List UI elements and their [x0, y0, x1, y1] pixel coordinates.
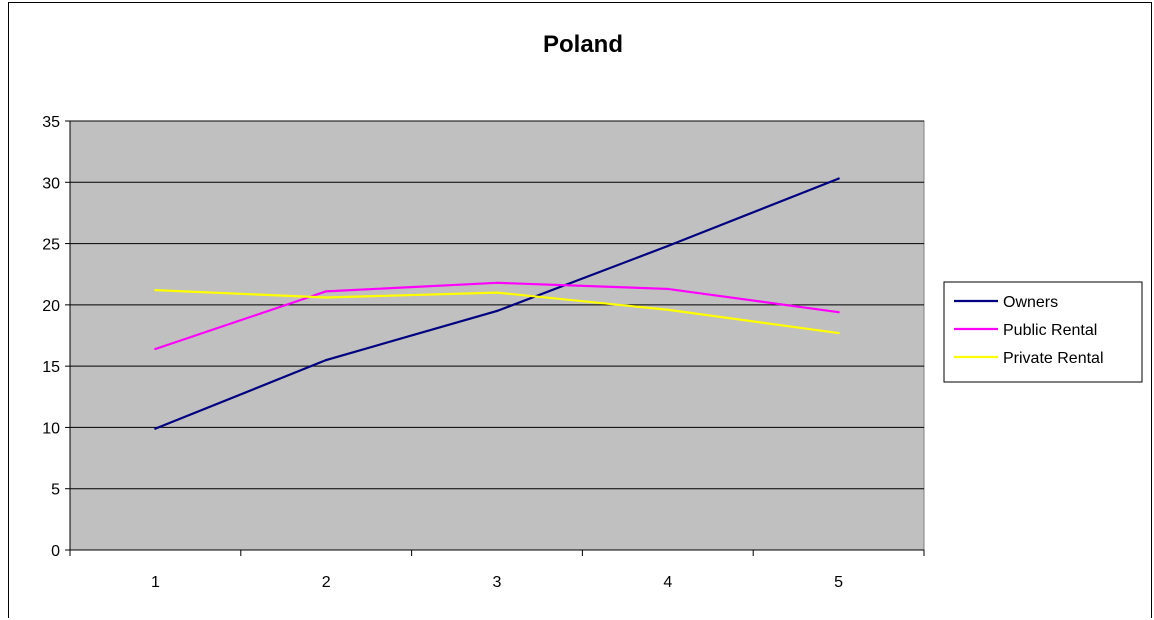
data-point	[154, 288, 157, 292]
legend-label: Private Rental	[1003, 350, 1104, 367]
y-tick-label: 5	[51, 482, 60, 499]
data-point	[495, 309, 499, 313]
data-point	[495, 291, 499, 294]
x-tick-label: 5	[834, 574, 843, 591]
y-tick-label: 25	[42, 237, 60, 254]
data-point	[837, 311, 840, 314]
y-tick-label: 15	[42, 359, 60, 376]
legend: Owners Public Rental Private Rental	[943, 281, 1143, 383]
data-point	[154, 347, 157, 351]
plot-background	[69, 120, 925, 551]
data-point	[666, 287, 669, 291]
y-tick-label: 30	[42, 175, 60, 192]
data-point	[325, 358, 328, 362]
data-point	[495, 281, 499, 284]
data-point	[154, 427, 157, 430]
y-tick-label: 0	[51, 543, 60, 560]
data-point	[325, 290, 328, 293]
y-tick-label: 10	[42, 420, 60, 437]
legend-box	[943, 281, 1143, 383]
data-point	[325, 296, 328, 299]
x-tick-label: 1	[151, 574, 160, 591]
y-tick-label: 35	[42, 114, 60, 131]
data-point	[666, 308, 669, 311]
x-tick-label: 3	[493, 574, 502, 591]
data-point	[666, 244, 669, 248]
chart-title: Poland	[543, 31, 623, 58]
y-tick-label: 20	[42, 298, 60, 315]
x-tick-label: 4	[663, 574, 672, 591]
data-point	[837, 177, 840, 180]
data-point	[837, 331, 840, 335]
plot-area: 0 5 10 15 20 25 30 35 1 2 3 4 5	[42, 114, 925, 591]
legend-label: Public Rental	[1003, 322, 1097, 339]
x-tick-label: 2	[322, 574, 331, 591]
legend-label: Owners	[1003, 294, 1058, 311]
